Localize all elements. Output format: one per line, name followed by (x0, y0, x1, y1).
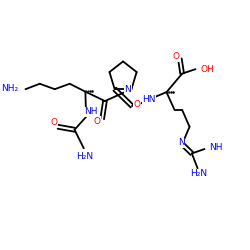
Text: N: N (178, 138, 184, 147)
Text: OH: OH (200, 65, 214, 74)
Text: O: O (172, 52, 179, 61)
Text: O: O (50, 118, 57, 127)
Text: NH: NH (84, 108, 98, 116)
Text: NH₂: NH₂ (2, 84, 18, 93)
Text: HN: HN (142, 94, 156, 104)
Text: O: O (94, 117, 101, 126)
Text: NH: NH (210, 143, 223, 152)
Text: H₂N: H₂N (76, 152, 94, 162)
Text: N: N (124, 85, 131, 94)
Text: H₂N: H₂N (190, 169, 207, 178)
Text: O: O (134, 100, 140, 109)
